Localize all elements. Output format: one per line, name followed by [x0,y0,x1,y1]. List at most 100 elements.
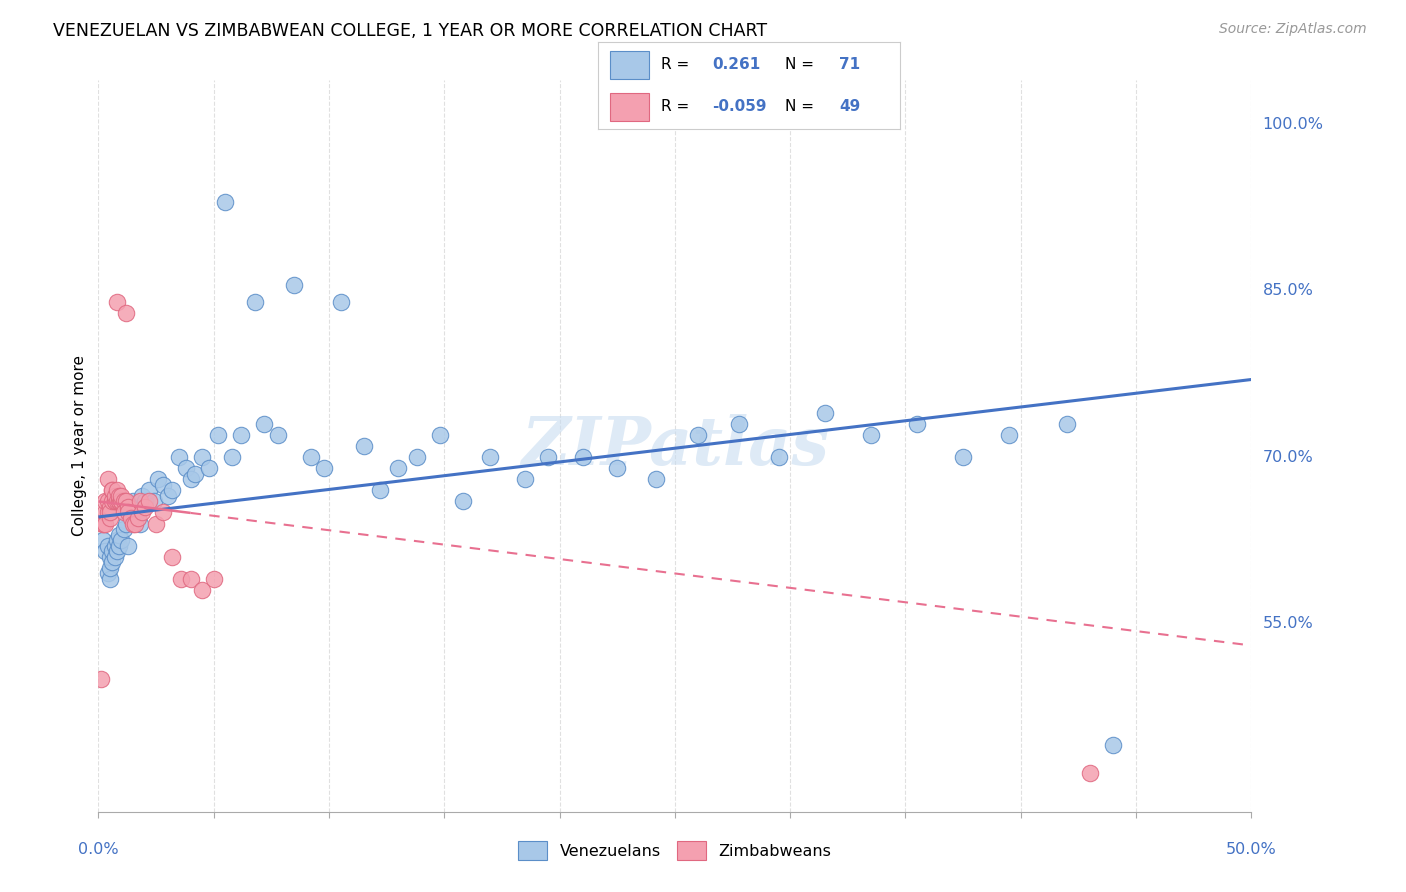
Point [117,506,139,520]
Point [160,483,183,498]
Text: VENEZUELAN VS ZIMBABWEAN COLLEGE, 1 YEAR OR MORE CORRELATION CHART: VENEZUELAN VS ZIMBABWEAN COLLEGE, 1 YEAR… [53,22,768,40]
Point [353,439,375,453]
Point [686,428,709,442]
Point [101,483,124,498]
Point [191,450,214,464]
Point [108,494,131,508]
Point [814,406,837,420]
Text: N =: N = [785,57,818,72]
Point [245,294,267,309]
Point [91,516,114,531]
Point [101,494,124,508]
Point [299,450,322,464]
Point [221,450,243,464]
Point [90,672,112,686]
Point [97,539,120,553]
Point [138,494,160,508]
Point [180,572,202,586]
Point [94,516,117,531]
Text: ZIPatlas: ZIPatlas [522,414,828,478]
Point [152,506,174,520]
Point [103,494,125,508]
Point [105,544,128,558]
Point [253,417,276,431]
Point [134,494,156,508]
Point [905,417,928,431]
Point [131,506,153,520]
Point [122,494,145,508]
Point [112,494,135,508]
Text: 50.0%: 50.0% [1226,842,1277,857]
Point [191,583,214,598]
Point [108,489,131,503]
Point [231,428,253,442]
Point [105,494,128,508]
Point [124,516,146,531]
Point [768,450,790,464]
Point [110,533,132,548]
Point [1078,766,1101,780]
Point [479,450,502,464]
Point [214,195,236,210]
Point [108,494,131,508]
Bar [610,51,650,78]
Text: R =: R = [661,57,695,72]
Point [115,306,138,320]
Point [97,506,120,520]
Text: Source: ZipAtlas.com: Source: ZipAtlas.com [1219,22,1367,37]
Point [174,461,197,475]
Point [110,489,132,503]
Point [103,494,125,508]
Point [120,506,142,520]
Point [134,500,156,514]
Text: 100.0%: 100.0% [1263,117,1323,132]
Point [98,549,121,564]
Bar [610,93,650,120]
Point [108,539,131,553]
Point [115,516,138,531]
Point [160,549,183,564]
Point [368,483,391,498]
Point [105,533,128,548]
Point [859,428,882,442]
Point [537,450,560,464]
Point [429,428,451,442]
Point [94,544,117,558]
Point [127,511,149,525]
Text: R =: R = [661,99,695,114]
Point [387,461,409,475]
Point [97,566,120,581]
Point [184,467,207,481]
Point [108,527,131,541]
Point [728,417,751,431]
Point [103,489,125,503]
Point [91,533,114,548]
Point [117,500,139,514]
Point [110,494,132,508]
Point [170,572,193,586]
Point [267,428,290,442]
Point [98,500,121,514]
Point [145,516,167,531]
Point [98,511,121,525]
Text: 0.261: 0.261 [713,57,761,72]
Point [98,572,121,586]
Point [952,450,974,464]
Point [98,561,121,575]
Point [98,506,121,520]
Point [148,472,170,486]
Text: 71: 71 [839,57,860,72]
Point [101,483,124,498]
Point [101,544,124,558]
Point [283,278,305,293]
Point [129,494,152,508]
Legend: Venezuelans, Zimbabweans: Venezuelans, Zimbabweans [512,835,838,866]
Point [115,494,138,508]
Point [1102,738,1125,752]
Point [138,483,160,498]
Point [105,294,128,309]
Point [105,483,128,498]
Point [127,511,149,525]
Point [207,428,229,442]
Point [198,461,221,475]
